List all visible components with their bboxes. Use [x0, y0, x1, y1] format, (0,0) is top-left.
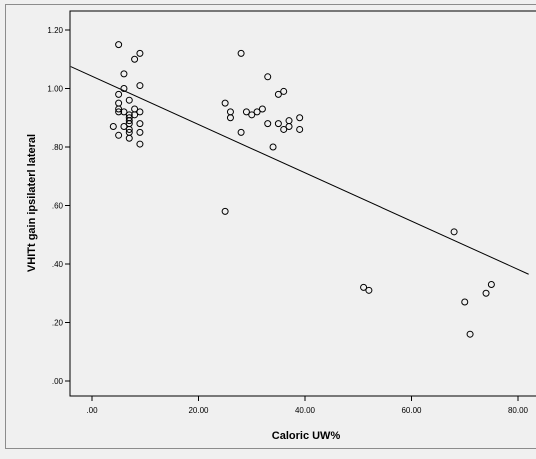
x-tick-label: 60.00: [401, 406, 422, 415]
y-axis-ticks: .00 .20 .40 .60 .80 1.00 1.20: [47, 26, 70, 386]
y-axis-label: VHITt gain ipsilaterl lateral: [26, 134, 38, 272]
y-tick-label: .40: [52, 260, 64, 269]
x-axis-label: Caloric UW%: [272, 430, 341, 442]
y-tick-label: .80: [52, 143, 64, 152]
y-tick-label: .00: [52, 377, 64, 386]
x-tick-label: .00: [86, 406, 98, 415]
y-tick-label: 1.20: [47, 26, 63, 35]
plot-area: [70, 11, 536, 396]
x-tick-label: 80.00: [508, 406, 529, 415]
x-axis-ticks: .00 20.00 40.00 60.00 80.00: [86, 396, 528, 415]
y-tick-label: 1.00: [47, 85, 63, 94]
y-tick-label: .20: [52, 319, 64, 328]
x-tick-label: 40.00: [295, 406, 316, 415]
y-tick-label: .60: [52, 202, 64, 211]
x-tick-label: 20.00: [188, 406, 209, 415]
